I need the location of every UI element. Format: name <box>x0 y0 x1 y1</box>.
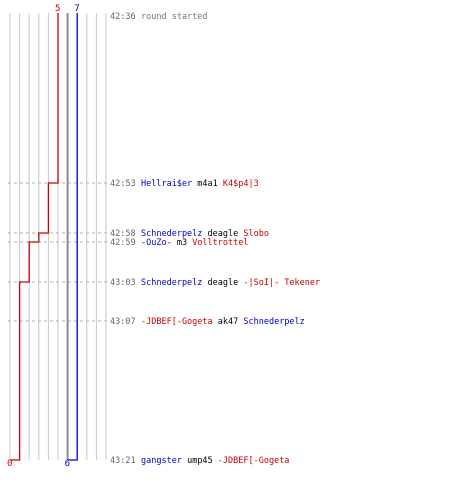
log-text-part: deagle <box>202 229 243 239</box>
end-count-red: 0 <box>7 459 12 469</box>
log-text-part: Schnederpelz <box>141 278 202 288</box>
log-line: 43:03 Schnederpelz deagle -|SoI|- Tekener <box>110 278 320 288</box>
log-text: Schnederpelz deagle -|SoI|- Tekener <box>141 278 320 288</box>
event-guides <box>8 182 110 322</box>
log-line: 42:59 -OuZo- m3 Volltrottel <box>110 238 249 248</box>
log-text-part: ak47 <box>213 317 244 327</box>
log-text: round started <box>141 12 208 22</box>
log-time: 43:03 <box>110 278 136 288</box>
log-text-part: m4a1 <box>192 179 223 189</box>
log-time: 42:58 <box>110 229 136 239</box>
log-text-part: deagle <box>202 278 243 288</box>
start-count-red: 5 <box>55 4 60 14</box>
log-line: 42:58 Schnederpelz deagle Slobo <box>110 229 269 239</box>
log-text-part: -JDBEF[-Gogeta <box>218 456 290 466</box>
log-text-part: ump45 <box>182 456 218 466</box>
log-text-part: round started <box>141 12 208 22</box>
log-text-part: Hellrai$er <box>141 179 192 189</box>
log-text-part: -|SoI|- Tekener <box>243 278 320 288</box>
log-line: 43:07 -JDBEF[-Gogeta ak47 Schnederpelz <box>110 317 305 327</box>
log-text-part: m3 <box>172 238 192 248</box>
log-text: Schnederpelz deagle Slobo <box>141 229 269 239</box>
log-time: 43:21 <box>110 456 136 466</box>
log-text-part: K4$p4|3 <box>223 179 259 189</box>
log-text: -OuZo- m3 Volltrottel <box>141 238 249 248</box>
log-line: 42:36 round started <box>110 12 208 22</box>
log-time: 42:59 <box>110 238 136 248</box>
log-text: gangster ump45 -JDBEF[-Gogeta <box>141 456 289 466</box>
log-text-part: Schnederpelz <box>141 229 202 239</box>
kill-log: 42:36 round started 42:53 Hellrai$er m4a1 K… <box>110 12 320 466</box>
log-time: 42:36 <box>110 12 136 22</box>
log-text-part: -JDBEF[-Gogeta <box>141 317 213 327</box>
log-text-part: Volltrottel <box>192 238 248 248</box>
log-line: 43:21 gangster ump45 -JDBEF[-Gogeta <box>110 456 289 466</box>
log-text-part: Slobo <box>243 229 269 239</box>
series-blue <box>67 13 78 461</box>
log-time: 42:53 <box>110 179 136 189</box>
log-line: 42:53 Hellrai$er m4a1 K4$p4|3 <box>110 179 259 189</box>
log-text-part: Schnederpelz <box>243 317 304 327</box>
log-text-part: -OuZo- <box>141 238 172 248</box>
log-text: Hellrai$er m4a1 K4$p4|3 <box>141 179 259 189</box>
end-count-blue: 6 <box>65 459 70 469</box>
start-count-blue: 7 <box>74 4 79 14</box>
log-time: 43:07 <box>110 317 136 327</box>
team-series <box>10 13 78 461</box>
series-red <box>10 13 59 461</box>
log-text-part: gangster <box>141 456 182 466</box>
log-text: -JDBEF[-Gogeta ak47 Schnederpelz <box>141 317 305 327</box>
team-count-labels: 7 6 5 0 <box>7 4 80 469</box>
